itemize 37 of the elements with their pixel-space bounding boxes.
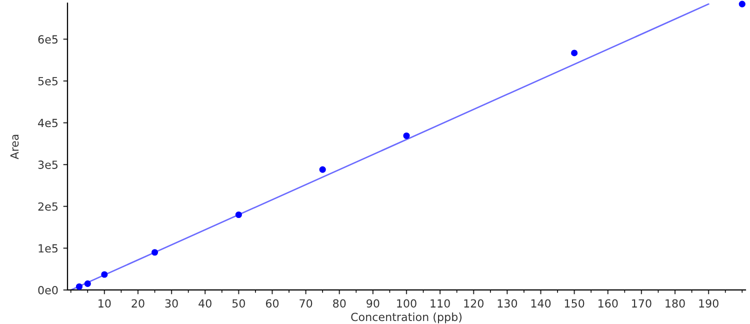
x-tick-label: 150 — [564, 299, 584, 308]
x-tick-label: 100 — [397, 299, 416, 308]
x-tick-label: 160 — [598, 299, 618, 308]
y-tick-label: 1e5 — [38, 244, 58, 253]
point — [571, 50, 578, 56]
point — [738, 0, 746, 8]
point — [84, 280, 91, 288]
y-tick-label: 6e5 — [38, 35, 58, 44]
x-tick-label: 70 — [300, 299, 312, 308]
y-tick-label: 0e0 — [38, 286, 58, 294]
point — [403, 132, 410, 140]
y-tick-label: 2e5 — [38, 202, 58, 211]
x-tick-label: 50 — [232, 299, 246, 308]
x-tick-label: 40 — [198, 299, 212, 308]
x-tick-label: 110 — [430, 299, 450, 308]
x-tick-label: 80 — [333, 299, 346, 308]
x-tick-label: 30 — [165, 299, 178, 308]
x-tick-label: 140 — [531, 299, 551, 308]
x-tick-label: 90 — [366, 299, 380, 308]
x-tick-label: 130 — [498, 299, 518, 308]
x-tick-label: 190 — [699, 299, 718, 308]
x-tick-label: 180 — [666, 299, 685, 308]
point — [319, 166, 326, 173]
x-axis-title: Concentration (ppb) — [351, 312, 462, 324]
point — [151, 249, 158, 256]
x-tick-label: 60 — [266, 299, 279, 308]
x-tick-label: 10 — [98, 299, 111, 308]
y-tick-label: 4e5 — [38, 118, 58, 128]
y-tick-label: 3e5 — [38, 160, 58, 169]
x-tick-label: 120 — [464, 299, 484, 308]
x-tick-label: 20 — [132, 299, 144, 308]
y-tick-label: 5e5 — [38, 77, 58, 86]
point — [235, 211, 242, 218]
point — [101, 271, 108, 278]
y-axis-title: Area — [10, 134, 19, 160]
x-tick-label: 170 — [632, 299, 652, 308]
point — [76, 283, 83, 290]
